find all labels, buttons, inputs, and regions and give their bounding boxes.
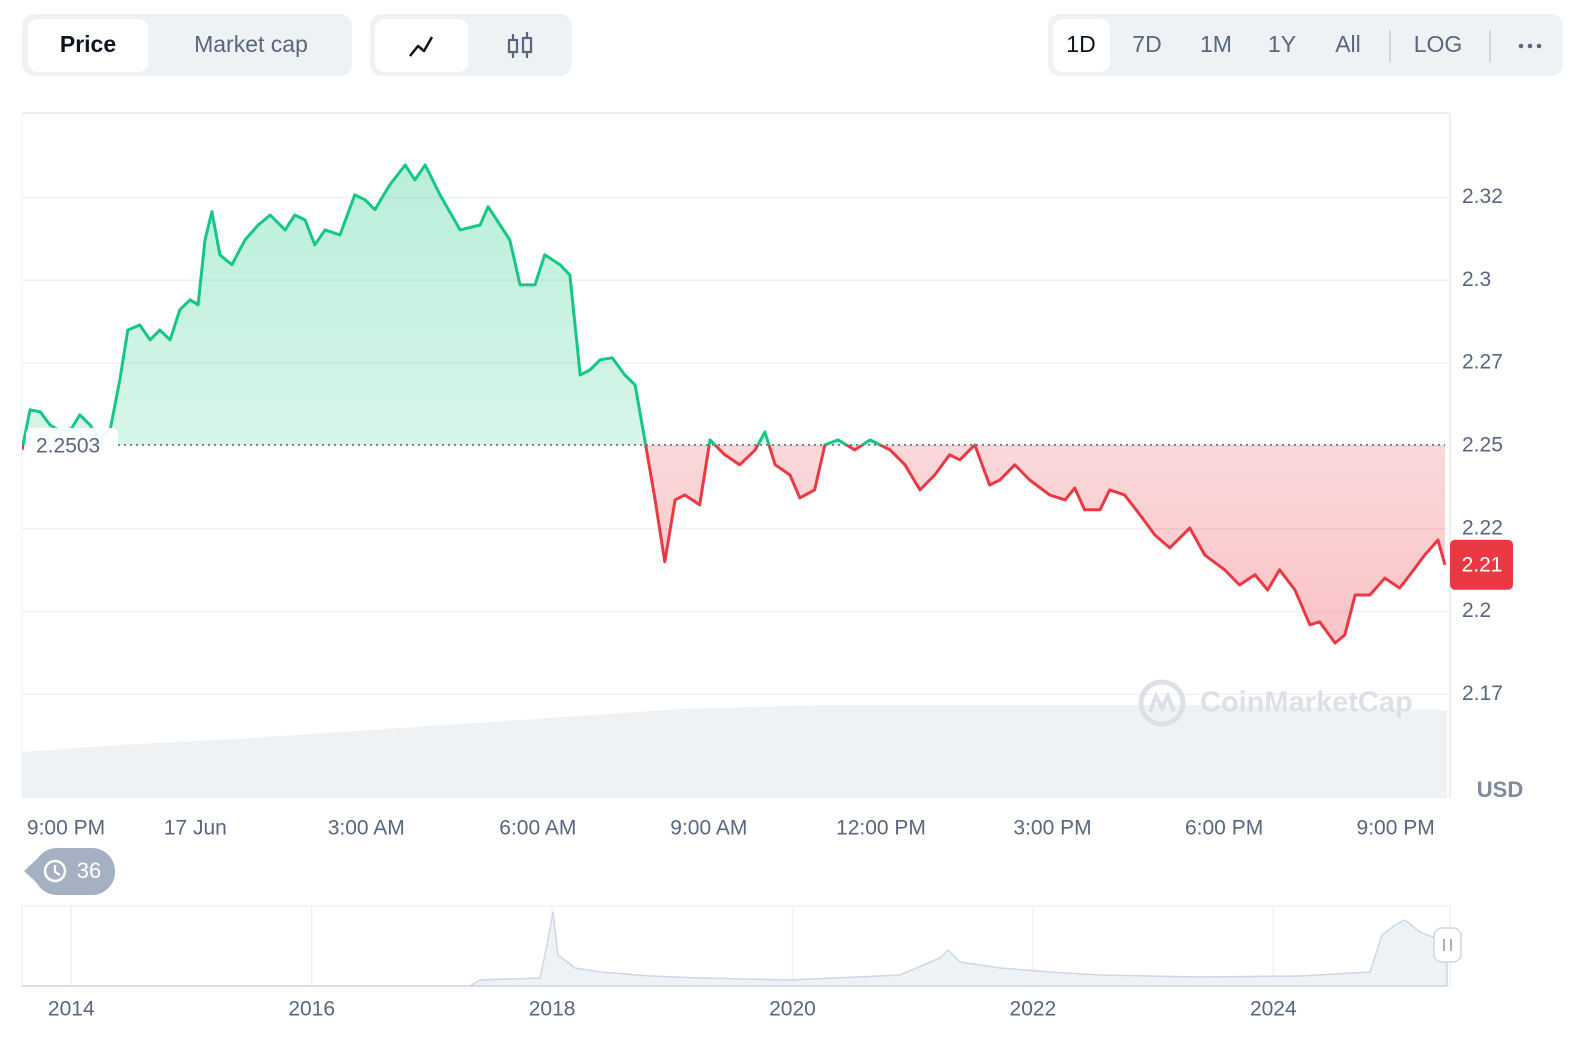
y-tick-label: 2.22: [1462, 516, 1503, 539]
tab[interactable]: Market cap: [194, 31, 308, 57]
price-line-down: [22, 444, 1447, 645]
price-line-up: [22, 163, 977, 445]
tab-active[interactable]: [28, 19, 148, 72]
x-tick-label: 6:00 AM: [499, 817, 576, 840]
x-tick-label: 17 Jun: [164, 817, 227, 840]
y-tick-label: 2.2: [1462, 599, 1491, 622]
y-unit: USD: [1477, 777, 1523, 802]
navigator-frame: [21, 905, 1451, 987]
line-button[interactable]: [375, 19, 468, 72]
range-button[interactable]: All: [1335, 31, 1361, 57]
x-tick-label: 6:00 PM: [1185, 817, 1263, 840]
candle-icon[interactable]: [507, 32, 533, 58]
navigator-year-label: 2024: [1250, 998, 1297, 1021]
history-count: 36: [77, 858, 101, 883]
navigator-area: [22, 911, 1448, 987]
navigator-year-label: 2022: [1010, 998, 1057, 1021]
x-tick-label: 3:00 AM: [328, 817, 405, 840]
y-tick-label: 2.27: [1462, 351, 1503, 374]
x-tick-label: 9:00 PM: [27, 817, 105, 840]
range-group: [1048, 14, 1563, 76]
watermark-text: CoinMarketCap: [1200, 687, 1413, 719]
navigator-year-label: 2018: [529, 998, 576, 1021]
plot: 2.2503: [22, 163, 1447, 645]
y-tick-label: 2.3: [1462, 268, 1491, 291]
y-tick-label: 2.17: [1462, 682, 1503, 705]
line-icon: [409, 36, 434, 57]
y-tick-label: 2.32: [1462, 185, 1503, 208]
x-tick-label: 9:00 AM: [670, 817, 747, 840]
x-tick-label: 3:00 PM: [1013, 817, 1091, 840]
watermark: CoinMarketCap: [1138, 679, 1413, 727]
log-button[interactable]: LOG: [1414, 31, 1463, 57]
area-down: [22, 444, 1445, 643]
tab[interactable]: Price: [60, 31, 116, 57]
range-button[interactable]: 1Y: [1268, 31, 1296, 57]
navigator-year-label: 2020: [769, 998, 816, 1021]
history-badge[interactable]: 36: [24, 848, 115, 895]
range-button[interactable]: 1D: [1066, 31, 1095, 57]
x-tick-label: 12:00 PM: [836, 817, 926, 840]
more-button[interactable]: [1518, 43, 1542, 49]
baseline-label-bg: [26, 427, 118, 462]
range-active[interactable]: [1053, 19, 1110, 72]
area-up: [22, 165, 1445, 445]
y-tick-label: 2.25: [1462, 433, 1503, 456]
volume-area: [22, 705, 1447, 798]
current-price-tag: [1450, 539, 1513, 590]
current-price-label: 2.21: [1462, 553, 1503, 576]
range-button[interactable]: 7D: [1132, 31, 1161, 57]
x-tick-label: 9:00 PM: [1357, 817, 1435, 840]
range-button[interactable]: 1M: [1200, 31, 1232, 57]
navigator-year-label: 2016: [288, 998, 335, 1021]
baseline-label: 2.2503: [36, 434, 100, 457]
navigator-handle[interactable]: [1433, 927, 1462, 963]
navigator-year-label: 2014: [48, 998, 95, 1021]
